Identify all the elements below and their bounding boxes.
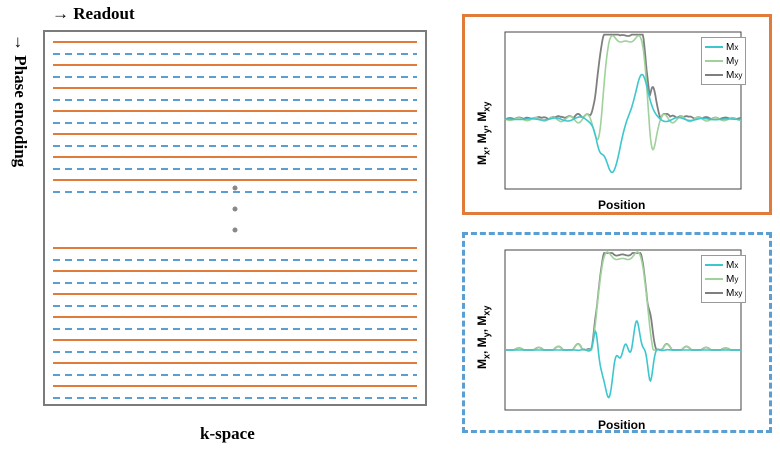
kspace-lines bbox=[53, 41, 417, 399]
axes-frame bbox=[504, 249, 742, 411]
plot-top bbox=[504, 31, 742, 190]
readout-label: → Readout bbox=[52, 4, 135, 23]
kspace-caption: k-space bbox=[200, 424, 255, 443]
x-axis-label: Position bbox=[598, 198, 646, 212]
plot-bottom bbox=[504, 249, 742, 411]
series-mx bbox=[505, 73, 741, 174]
ellipsis-dot bbox=[232, 227, 238, 233]
axes-frame bbox=[504, 31, 742, 190]
kspace-box bbox=[43, 30, 427, 406]
y-axis-label: Mx, My, Mxy bbox=[475, 305, 492, 369]
series-mx bbox=[505, 320, 741, 399]
ellipsis-dot bbox=[232, 185, 238, 191]
phase-encoding-label: → Phase encoding bbox=[11, 34, 30, 168]
y-axis-label: Mx, My, Mxy bbox=[475, 101, 492, 165]
x-axis-label: Position bbox=[598, 418, 646, 432]
ellipsis-dot bbox=[232, 206, 238, 212]
